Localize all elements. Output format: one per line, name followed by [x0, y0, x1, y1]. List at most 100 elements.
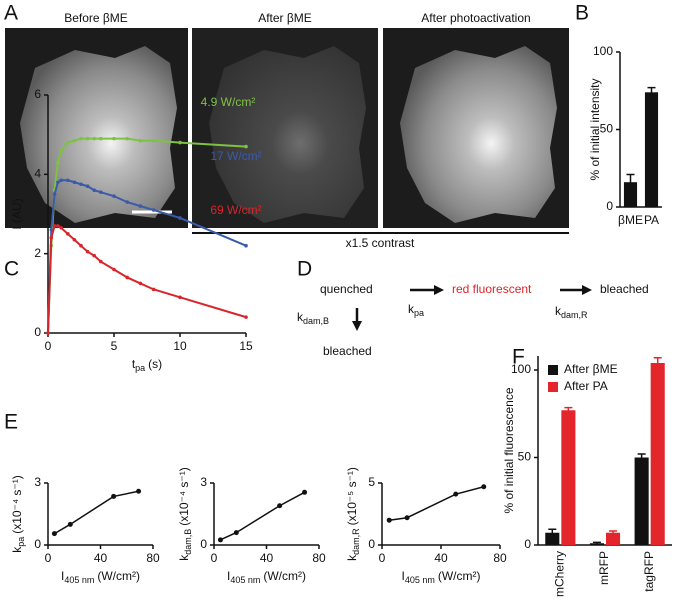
data-point	[233, 530, 239, 536]
y-axis-label: % of initial intensity	[588, 78, 602, 180]
data-point	[244, 144, 248, 149]
panel-label: F	[512, 346, 525, 369]
y-axis-label: kpa (x10⁻⁴ s⁻¹)	[10, 475, 26, 553]
y-axis-label: I (AU)	[10, 198, 24, 229]
micrograph	[383, 28, 569, 228]
x-axis-label: tpa (s)	[132, 357, 162, 373]
data-point	[112, 267, 116, 272]
data-point	[66, 232, 70, 236]
rate-label-main: k	[408, 302, 415, 316]
y-axis-label-main: k	[10, 546, 24, 553]
error-bar	[653, 357, 662, 369]
data-point	[302, 489, 308, 495]
error-bar	[626, 173, 635, 190]
data-point	[99, 190, 103, 194]
state-label: red fluorescent	[452, 282, 532, 296]
x-axis-label-main: I	[61, 569, 64, 583]
x-axis-label-rest: (W/cm²)	[438, 569, 481, 583]
y-axis-label-rest: (x10⁻⁵ s⁻¹)	[345, 467, 359, 525]
data-point	[92, 253, 96, 258]
data-point	[51, 531, 57, 537]
data-point	[244, 243, 248, 248]
panel-label: A	[4, 2, 18, 25]
y-tick-label: 0	[200, 537, 207, 551]
data-point	[52, 224, 57, 228]
data-point	[72, 180, 77, 185]
rate-label-sub: pa	[414, 308, 424, 318]
x-axis-label-main: I	[227, 569, 230, 583]
y-axis-label-sub: dam,R	[351, 528, 361, 555]
bar	[606, 532, 621, 545]
x-tick-label: 80	[146, 551, 160, 565]
rate-label-main: k	[297, 310, 304, 324]
rate-label-sub: dam,R	[561, 310, 588, 320]
x-axis-label-main: I	[401, 569, 404, 583]
x-tick-label: βME	[618, 213, 643, 227]
state-label: bleached	[323, 344, 372, 358]
y-tick-label: 3	[200, 475, 207, 489]
y-axis-label-sub: pa	[16, 537, 26, 547]
bar	[644, 92, 659, 207]
data-point	[112, 194, 116, 198]
contrast-note: x1.5 contrast	[346, 236, 415, 250]
error-bar	[592, 541, 601, 545]
x-tick-label: PA	[644, 213, 659, 227]
state-label: bleached	[600, 282, 649, 296]
y-tick-label: 0	[368, 537, 375, 551]
diagram-arrows	[352, 285, 592, 331]
data-point	[136, 488, 142, 494]
data-point	[151, 287, 156, 292]
error-bar	[637, 453, 646, 461]
data-point	[59, 178, 63, 183]
x-axis-label: I405 nm (W/cm²)	[227, 569, 306, 585]
x-axis-label: I405 nm (W/cm²)	[61, 569, 140, 585]
data-point	[59, 148, 63, 153]
data-point	[49, 228, 54, 232]
x-tick-label: mCherry	[553, 551, 567, 597]
data-point	[151, 138, 156, 143]
x-tick-label: 80	[493, 551, 507, 565]
x-axis-label: I405 nm (W/cm²)	[401, 569, 480, 585]
data-point	[125, 200, 129, 204]
data-point	[453, 491, 459, 497]
x-tick-label: 40	[434, 551, 448, 565]
image-caption: After βME	[258, 11, 312, 25]
data-point	[66, 140, 70, 145]
rate-label: kdam,R	[555, 304, 588, 320]
x-tick-label: 0	[45, 551, 52, 565]
x-tick-label: 0	[379, 551, 386, 565]
panel-label: B	[575, 2, 589, 25]
y-axis-label-main: k	[345, 554, 359, 561]
panel-label: E	[4, 411, 18, 434]
x-tick-label: 40	[260, 551, 274, 565]
legend-label: After βME	[564, 362, 618, 376]
data-point	[99, 259, 103, 264]
x-axis-label-sub: 405 nm	[230, 575, 260, 585]
error-bar	[548, 528, 557, 537]
x-tick-label: tagRFP	[642, 551, 656, 592]
data-point	[92, 136, 96, 141]
error-bar	[609, 530, 618, 535]
panel-label: D	[297, 258, 312, 281]
y-axis-label-sub: dam,B	[183, 529, 193, 555]
data-point	[138, 138, 143, 143]
x-tick-label: mRFP	[597, 551, 611, 585]
data-point	[56, 180, 60, 185]
data-point	[59, 226, 63, 230]
data-point	[79, 136, 83, 141]
data-point	[72, 138, 77, 143]
data-point	[85, 249, 90, 254]
data-point	[151, 208, 156, 212]
y-tick-label: 50	[518, 450, 532, 464]
y-tick-label: 0	[524, 537, 531, 551]
image-caption: Before βME	[64, 11, 128, 25]
y-tick-label: 100	[593, 44, 613, 58]
fit-line	[54, 490, 139, 535]
data-point	[66, 178, 70, 183]
data-point	[178, 140, 182, 145]
micrograph	[192, 28, 378, 228]
data-point	[99, 136, 103, 141]
x-axis-label-rest: (s)	[148, 357, 162, 371]
series-label: 4.9 W/cm²	[201, 95, 256, 109]
